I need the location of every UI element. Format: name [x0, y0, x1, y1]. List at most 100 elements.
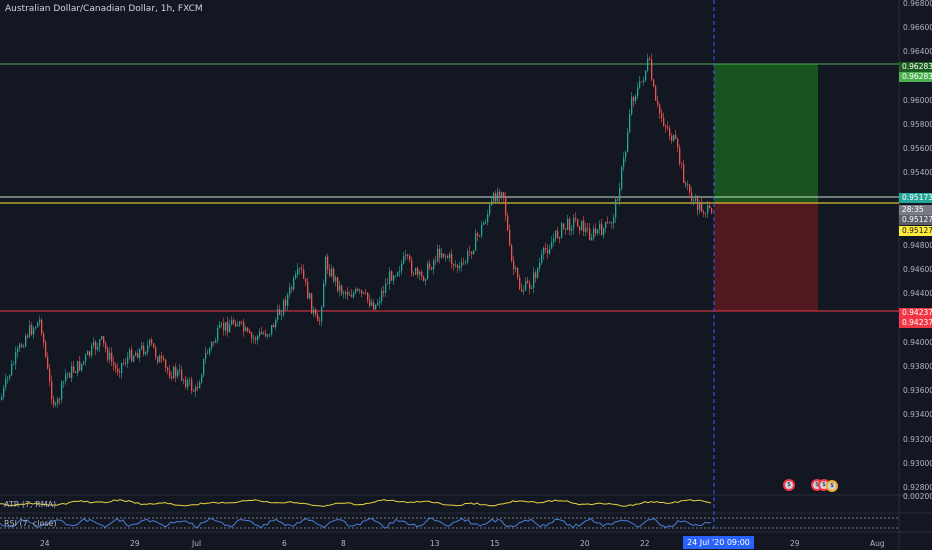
candle-body — [251, 333, 253, 339]
candle-body — [545, 247, 547, 250]
candle-body — [629, 113, 631, 133]
candle-body — [259, 332, 261, 337]
candle-body — [143, 345, 145, 355]
price-axis-background[interactable] — [899, 0, 932, 550]
candle-body — [615, 199, 617, 218]
candle-body — [497, 191, 499, 202]
long-position-profit-zone[interactable] — [714, 64, 818, 202]
candle-body — [681, 163, 683, 165]
candle-body — [409, 255, 411, 261]
candle-body — [579, 226, 581, 231]
candle-body — [501, 192, 503, 197]
candle-body — [271, 324, 273, 335]
candle-body — [341, 285, 343, 294]
candle-body — [469, 251, 471, 253]
candle-body — [649, 58, 651, 60]
candle-body — [499, 191, 501, 197]
atr-line[interactable] — [0, 499, 712, 507]
candle-body — [481, 224, 483, 236]
candle-body — [221, 323, 223, 325]
candle-body — [281, 314, 283, 316]
candle-body — [239, 321, 241, 326]
candle-body — [463, 262, 465, 264]
candle-body — [627, 132, 629, 152]
candle-body — [635, 96, 637, 102]
candle-body — [37, 322, 39, 328]
candle-body — [323, 283, 325, 308]
candle-body — [137, 352, 139, 358]
symbol-title[interactable]: Australian Dollar/Canadian Dollar, 1h, F… — [5, 4, 203, 14]
candle-body — [313, 309, 315, 314]
candle-body — [487, 214, 489, 223]
candle-body — [167, 367, 169, 371]
candle-body — [225, 322, 227, 331]
candle-body — [47, 356, 49, 369]
countdown-tag: 28:35 — [899, 205, 932, 215]
price-axis-tick: 0.95600 — [903, 144, 932, 154]
candle-body — [383, 290, 385, 293]
candle-body — [605, 221, 607, 229]
candle-body — [99, 339, 101, 347]
candle-body — [213, 342, 215, 344]
candle-body — [699, 203, 701, 211]
candle-body — [619, 187, 621, 201]
candle-body — [613, 217, 615, 224]
candle-body — [595, 228, 597, 234]
candle-body — [229, 324, 231, 333]
time-axis-tick: 8 — [341, 539, 346, 548]
candle-body — [647, 58, 649, 71]
candle-body — [529, 283, 531, 289]
candle-body — [39, 319, 41, 323]
candle-body — [209, 347, 211, 354]
candle-body — [291, 287, 293, 290]
candle-body — [89, 351, 91, 356]
candle-body — [543, 247, 545, 255]
candle-body — [335, 277, 337, 282]
candle-body — [169, 370, 171, 377]
candle-body — [105, 343, 107, 350]
price-axis-tick: 0.93800 — [903, 362, 932, 371]
economic-event-icon[interactable]: $ — [826, 480, 838, 492]
rsi-line[interactable] — [0, 517, 712, 529]
candle-body — [631, 96, 633, 114]
candle-body — [441, 253, 443, 258]
candle-body — [49, 368, 51, 382]
candle-body — [643, 80, 645, 82]
candle-body — [31, 325, 33, 335]
economic-event-icon[interactable]: $ — [783, 479, 795, 491]
candle-body — [203, 358, 205, 376]
long-position-loss-zone[interactable] — [714, 202, 818, 311]
candlestick-series[interactable] — [1, 53, 713, 409]
atr-indicator-label[interactable]: ATR (7, RMA) — [4, 500, 57, 509]
candle-body — [653, 79, 655, 87]
candle-body — [65, 374, 67, 382]
candle-body — [269, 334, 271, 335]
candle-body — [531, 287, 533, 289]
price-axis-tick: 0.93000 — [903, 458, 932, 468]
candle-body — [559, 237, 561, 239]
price-axis-tick: 0.93400 — [903, 410, 932, 420]
candle-body — [275, 319, 277, 328]
candle-body — [697, 198, 699, 211]
candle-body — [525, 280, 527, 291]
candle-body — [15, 352, 17, 364]
candle-body — [541, 254, 543, 263]
candle-body — [585, 227, 587, 232]
candle-body — [367, 292, 369, 300]
candle-body — [503, 192, 505, 197]
time-axis-tick: Aug — [870, 539, 885, 548]
candle-body — [565, 228, 567, 230]
candle-body — [263, 333, 265, 335]
candle-body — [677, 138, 679, 148]
candle-body — [179, 369, 181, 371]
candle-body — [443, 253, 445, 257]
candle-body — [121, 363, 123, 373]
candle-body — [255, 337, 257, 340]
candle-body — [535, 272, 537, 278]
candle-body — [329, 269, 331, 277]
candle-body — [3, 387, 5, 397]
rsi-indicator-label[interactable]: RSI (7, close) — [4, 519, 57, 528]
candle-body — [601, 223, 603, 236]
